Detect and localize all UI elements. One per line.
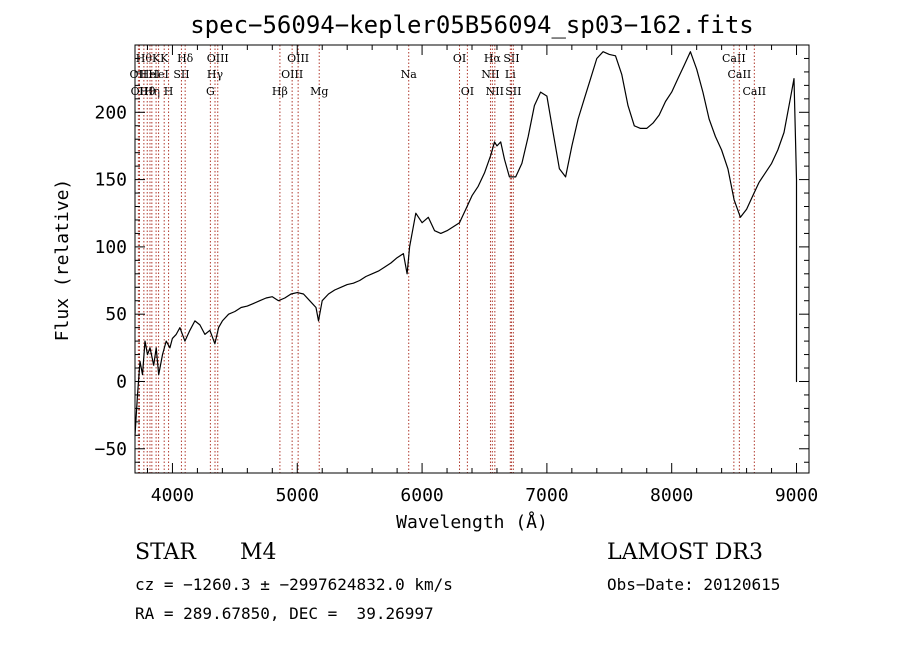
chart-title: spec−56094−kepler05B56094_sp03−162.fits bbox=[190, 11, 754, 39]
marker-label-24: NII bbox=[486, 85, 504, 98]
x-tick-label-2: 6000 bbox=[400, 485, 443, 506]
spectrum-chart: spec−56094−kepler05B56094_sp03−162.fits … bbox=[52, 11, 818, 533]
marker-label-30: CaII bbox=[742, 85, 766, 98]
marker-label-0: OII bbox=[130, 68, 148, 81]
marker-label-11: Hδ bbox=[177, 52, 194, 65]
marker-label-21: OI bbox=[461, 85, 474, 98]
x-axis-label: Wavelength (Å) bbox=[396, 511, 548, 533]
y-tick-label-3: 100 bbox=[94, 237, 127, 258]
x-tick-label-0: 4000 bbox=[151, 485, 194, 506]
marker-label-20: OI bbox=[453, 52, 466, 65]
series-line-0 bbox=[134, 51, 798, 436]
marker-label-18: Mg bbox=[310, 85, 328, 98]
survey-name: LAMOST DR3 bbox=[607, 540, 763, 565]
marker-label-15: Hβ bbox=[272, 85, 288, 98]
marker-label-13: Hγ bbox=[207, 68, 224, 81]
marker-label-16: OIII bbox=[281, 68, 303, 81]
y-axis: −50 0 50 100 150 200 bbox=[94, 57, 809, 463]
marker-label-2: Hθ bbox=[136, 52, 153, 65]
y-tick-label-5: 200 bbox=[94, 102, 127, 123]
marker-label-26: SII bbox=[503, 52, 519, 65]
marker-label-7: HeI bbox=[148, 68, 168, 81]
object-class: STAR bbox=[135, 540, 196, 565]
marker-label-29: CaII bbox=[728, 68, 752, 81]
marker-label-28: CaII bbox=[722, 52, 746, 65]
x-tick-label-3: 7000 bbox=[525, 485, 568, 506]
series-group bbox=[134, 51, 798, 436]
x-axis: 4000 5000 6000 7000 8000 9000 bbox=[146, 45, 818, 506]
marker-label-25: Li bbox=[505, 68, 516, 81]
x-tick-label-4: 8000 bbox=[650, 485, 693, 506]
y-tick-label-0: −50 bbox=[94, 439, 127, 460]
marker-label-10: SII bbox=[173, 68, 189, 81]
y-tick-label-4: 150 bbox=[94, 170, 127, 191]
object-subclass: M4 bbox=[240, 540, 277, 565]
y-tick-label-2: 50 bbox=[105, 304, 127, 325]
marker-label-27: SII bbox=[505, 85, 521, 98]
redshift-info: cz = −1260.3 ± −2997624832.0 km/s bbox=[135, 575, 453, 594]
marker-label-14: OIII bbox=[207, 52, 229, 65]
marker-label-23: Hα bbox=[484, 52, 502, 65]
marker-label-19: Na bbox=[401, 68, 418, 81]
coordinates: RA = 289.67850, DEC = 39.26997 bbox=[135, 604, 434, 623]
marker-label-12: G bbox=[206, 85, 215, 98]
marker-label-22: NII bbox=[481, 68, 499, 81]
y-tick-label-1: 0 bbox=[116, 371, 127, 392]
marker-label-8: K bbox=[160, 52, 169, 65]
marker-label-6: K bbox=[152, 52, 161, 65]
x-tick-label-1: 5000 bbox=[276, 485, 319, 506]
marker-label-4: HeI bbox=[140, 68, 160, 81]
obs-date: Obs−Date: 20120615 bbox=[607, 575, 781, 594]
y-axis-label: Flux (relative) bbox=[52, 179, 73, 342]
line-markers: OIIOIIHθHθHeIHηKHeIKHSIIHδGHγOIIIHβOIIIO… bbox=[130, 45, 766, 473]
plot-frame bbox=[134, 44, 810, 474]
marker-label-17: OIII bbox=[287, 52, 309, 65]
x-tick-label-5: 9000 bbox=[775, 485, 818, 506]
marker-label-5: Hη bbox=[144, 85, 160, 98]
marker-label-9: H bbox=[164, 85, 174, 98]
